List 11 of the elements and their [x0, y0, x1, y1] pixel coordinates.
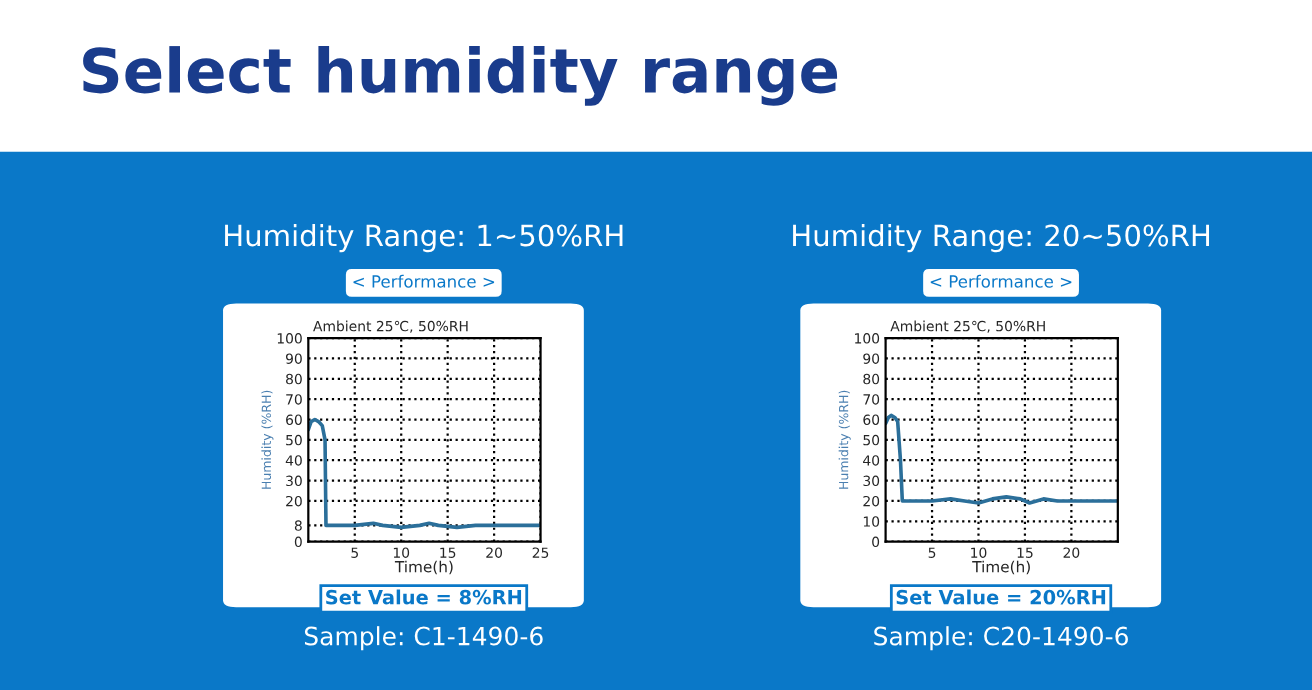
text: Select humidity range	[83, 46, 838, 106]
line-series	[308, 417, 541, 530]
chart-subtitle: < Performance >	[353, 274, 495, 288]
text: Set Value = 8%RH	[326, 589, 522, 605]
chart-title: Humidity Range: 20~50%RH	[793, 223, 1209, 253]
chart-subtitle: < Performance >	[930, 274, 1072, 288]
text: Sample: C1-1490-6	[304, 626, 543, 651]
text: Set Value = 20%RH	[896, 589, 1106, 605]
line-series	[885, 413, 1118, 505]
text: Sample: C20-1490-6	[874, 626, 1128, 651]
chart-title: Humidity Range: 1~50%RH	[225, 223, 623, 253]
